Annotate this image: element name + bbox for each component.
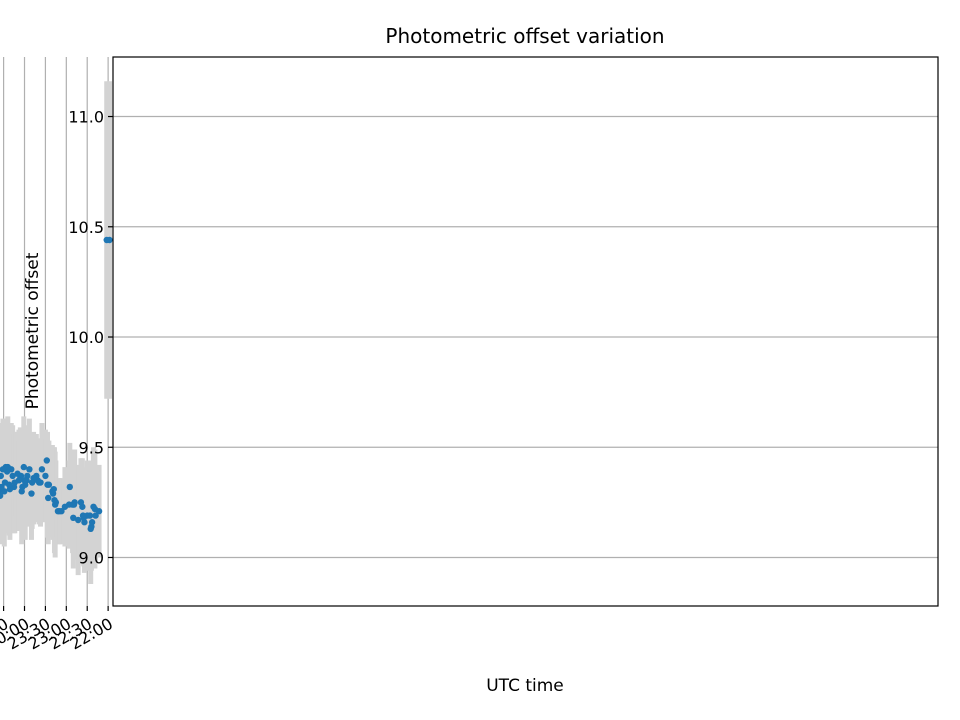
data-point [28, 490, 35, 497]
y-axis: 9.0 9.5 10.0 10.5 11.0 [68, 108, 113, 567]
plot-frame [112, 56, 939, 607]
data-point [0, 489, 1, 494]
data-point [61, 503, 69, 510]
data-point [0, 488, 2, 494]
data-point [92, 512, 99, 519]
y-tick-label: 11.0 [68, 108, 104, 127]
data-point [18, 488, 25, 495]
grid [3, 57, 938, 606]
data-point [103, 236, 110, 244]
data-point [9, 472, 16, 480]
data-point [77, 499, 85, 506]
data-point [79, 512, 87, 519]
data-points [0, 236, 113, 533]
data-point [0, 466, 7, 473]
y-axis-title: Photometric offset [23, 252, 43, 409]
data-point [90, 503, 97, 510]
data-point [87, 525, 94, 533]
x-tick-label: 00:30 [0, 614, 12, 654]
data-point [28, 479, 36, 486]
data-point [51, 496, 58, 504]
y-tick-label: 10.0 [68, 328, 104, 347]
data-point [0, 472, 5, 480]
data-point [44, 494, 52, 502]
data-point [70, 514, 77, 522]
x-axis-title: UTC time [486, 676, 564, 696]
data-point [43, 457, 51, 464]
data-point [38, 466, 46, 473]
data-point [0, 483, 5, 491]
data-point [66, 483, 73, 491]
chart-title: Photometric offset variation [385, 24, 664, 48]
data-point [1, 479, 9, 486]
data-point [26, 466, 33, 473]
data-point [20, 463, 28, 471]
y-tick-label: 9.0 [79, 548, 104, 567]
data-point [54, 507, 62, 515]
y-tick-label: 9.5 [79, 438, 104, 457]
data-point [14, 470, 21, 477]
data-point [49, 488, 56, 495]
data-point [42, 472, 49, 480]
data-point [0, 492, 4, 499]
y-tick-label: 10.5 [68, 218, 104, 237]
data-point [74, 516, 82, 524]
data-point [44, 481, 51, 488]
